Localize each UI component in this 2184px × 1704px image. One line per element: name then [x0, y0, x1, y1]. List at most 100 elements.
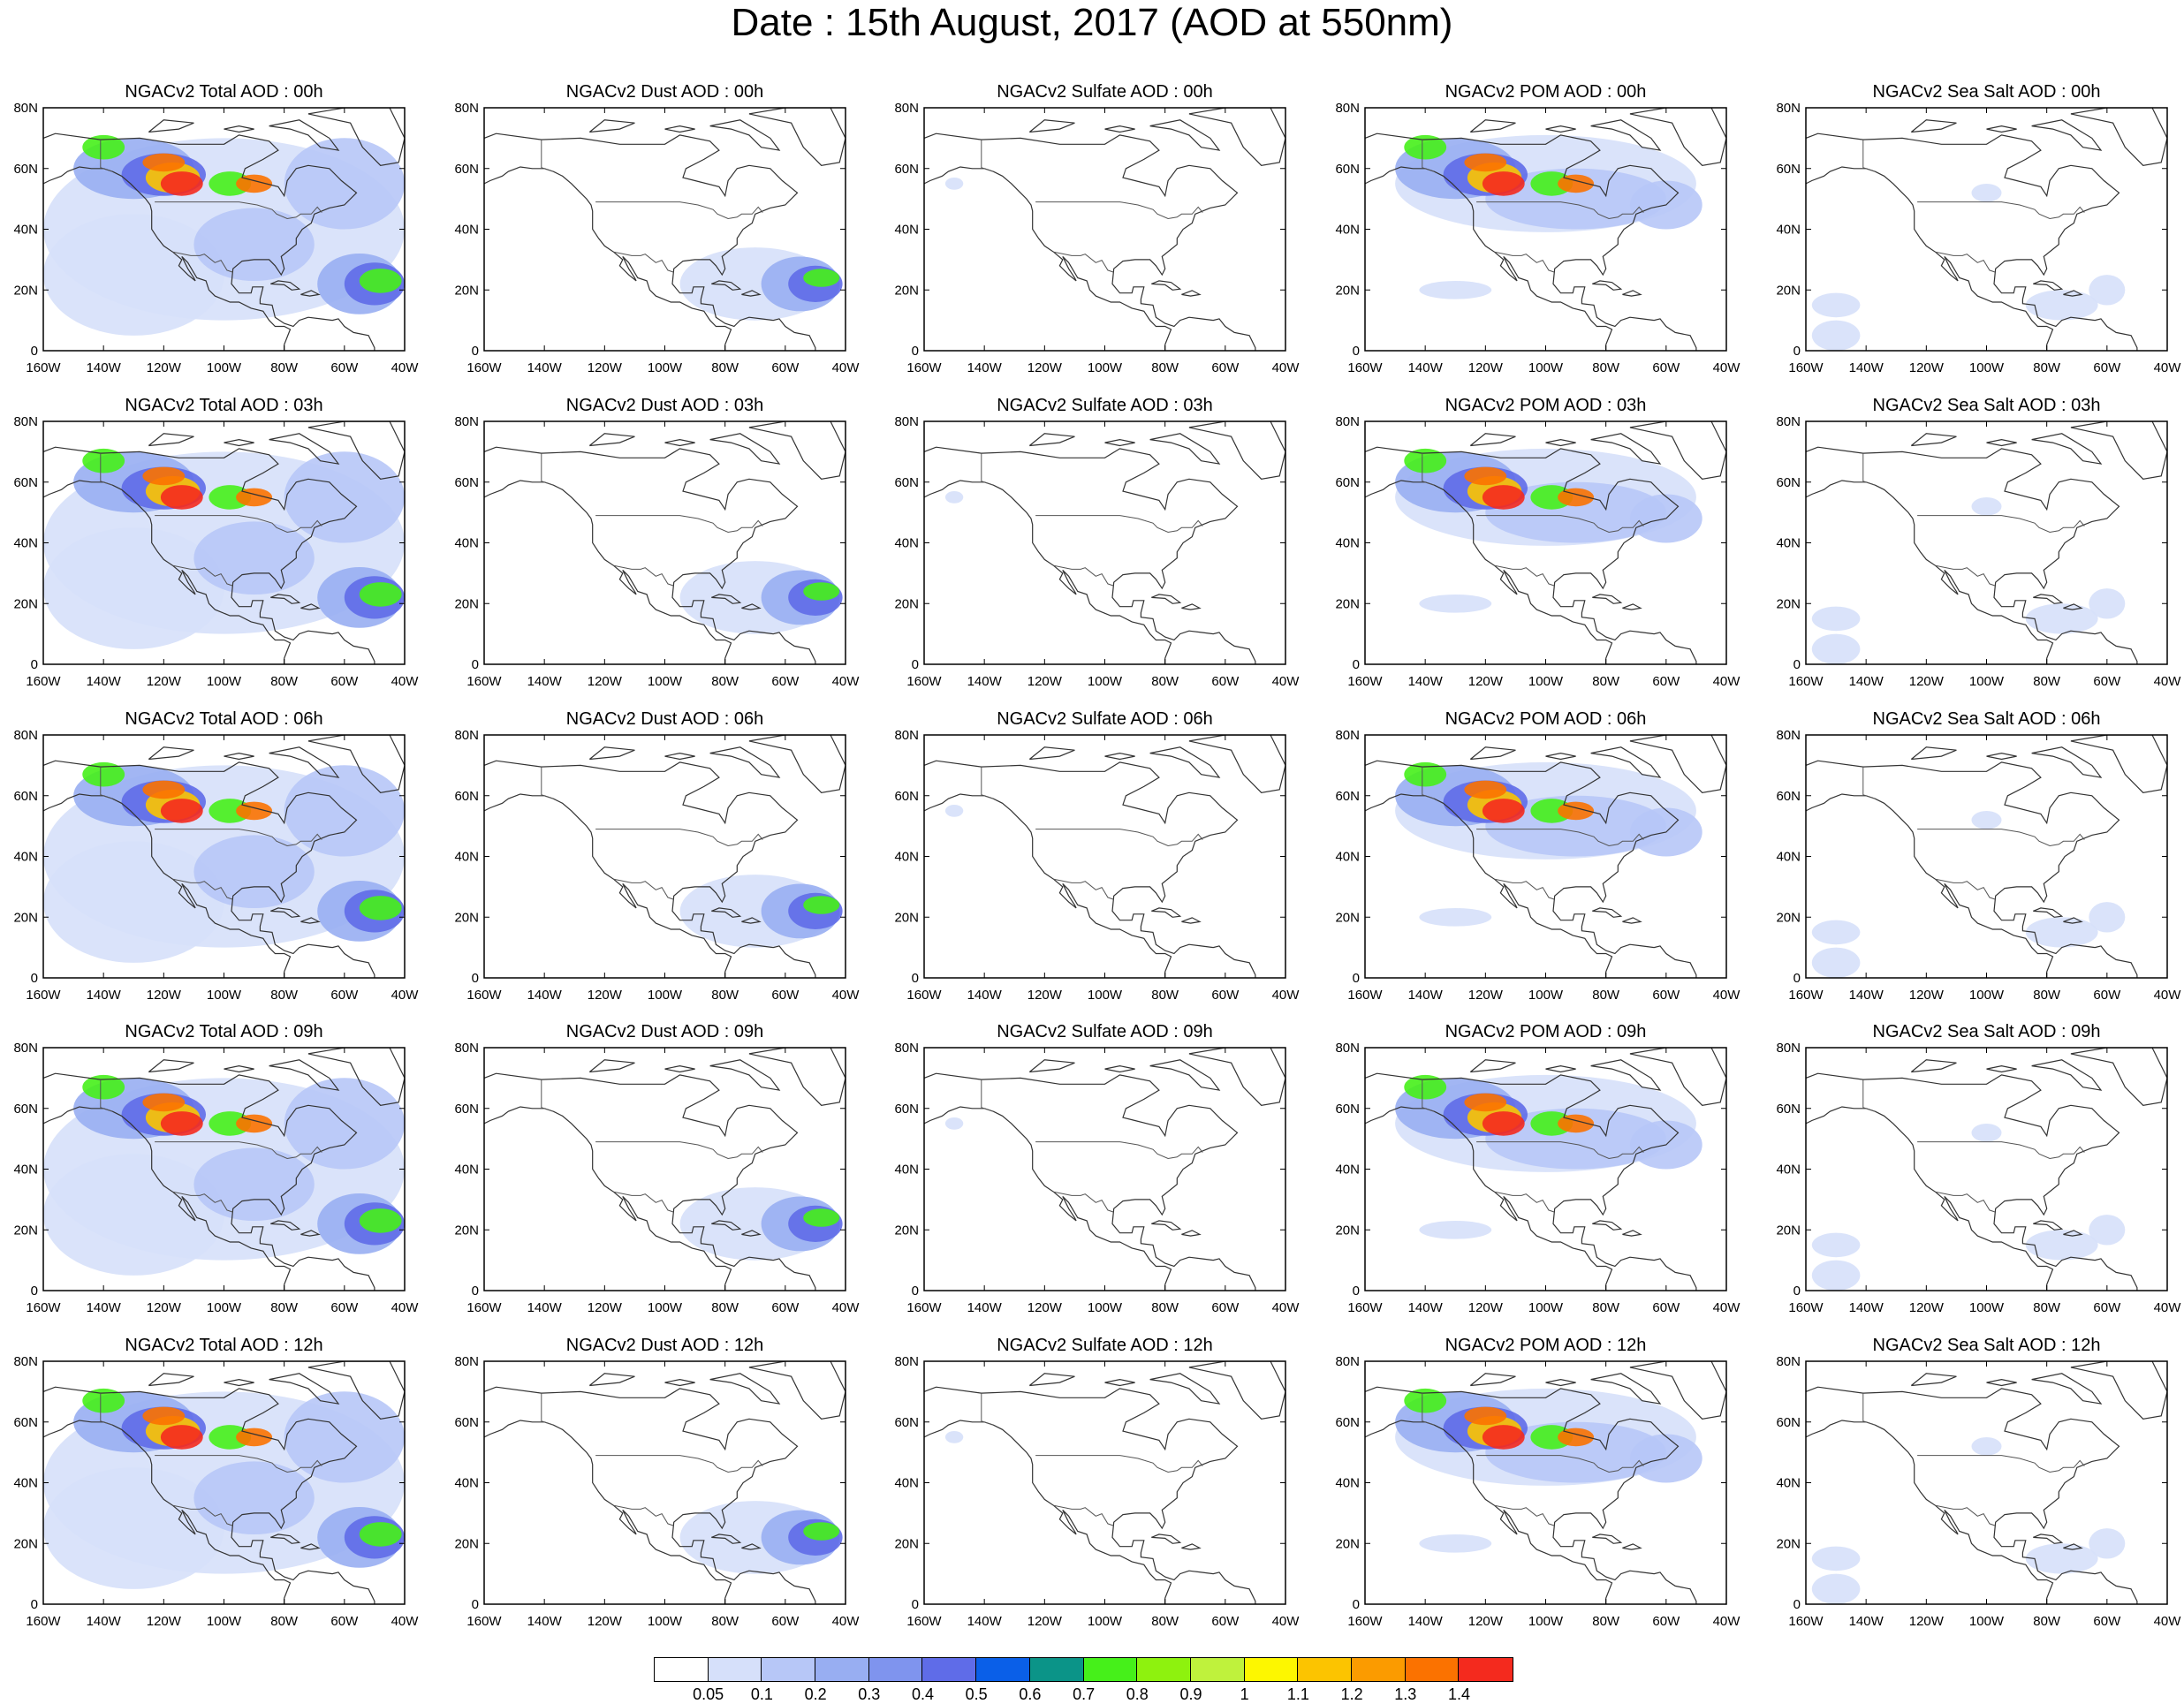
aod-cell: [142, 780, 186, 799]
lon-tick-label: 40W: [1272, 1300, 1301, 1315]
panel-title: NGACv2 Total AOD : 09h: [125, 1022, 322, 1041]
lon-tick-label: 160W: [26, 360, 61, 375]
hispaniola-outline: [2063, 1543, 2083, 1550]
lat-tick-label: 60N: [13, 162, 38, 177]
panel-dust-aod-1: NGACv2 Dust AOD : 03h 80N 60N 40N 20N 0 160W 14…: [454, 396, 860, 689]
arctic-island: [1104, 1378, 1135, 1387]
map-background: [1806, 1048, 2167, 1291]
lon-tick-label: 140W: [1408, 988, 1444, 1003]
lon-tick-label: 60W: [1652, 360, 1680, 375]
panel-sulfate-aod-1: NGACv2 Sulfate AOD : 03h 80N 60N 40N 20N 0 160…: [894, 396, 1300, 689]
lon-tick-label: 160W: [466, 674, 502, 689]
lon-tick-label: 140W: [87, 1300, 122, 1315]
lon-tick-label: 100W: [207, 674, 242, 689]
lat-tick-label: 80N: [13, 728, 38, 743]
aod-field: [1365, 1048, 1726, 1291]
aod-cell: [236, 1114, 273, 1133]
lat-tick-label: 20N: [1776, 1536, 1801, 1551]
lat-tick-label: 80N: [1776, 728, 1801, 743]
lat-tick-label: 40N: [13, 536, 38, 551]
greenland-outline: [2070, 735, 2167, 793]
panel-sea-salt-aod-0: NGACv2 Sea Salt AOD : 00h 80N 60N 40N 20N 016…: [1776, 82, 2181, 375]
lon-tick-label: 40W: [391, 674, 420, 689]
aod-cell: [2025, 1230, 2098, 1261]
aod-cell: [1464, 153, 1507, 172]
aod-cell: [1558, 1428, 1595, 1447]
greenland-outline: [748, 1048, 846, 1106]
arctic-island: [1104, 438, 1135, 447]
arctic-islands-outline: [269, 119, 340, 151]
aod-cell: [803, 896, 840, 914]
lon-tick-label: 80W: [1592, 1300, 1620, 1315]
legend-swatch: [762, 1658, 816, 1681]
lon-tick-label: 80W: [1592, 674, 1620, 689]
map-background: [924, 421, 1285, 664]
lat-tick-label: 0: [472, 1284, 479, 1299]
aod-cell: [1419, 1534, 1492, 1553]
cuba-outline: [1592, 1534, 1623, 1544]
arctic-islands-outline: [1149, 1373, 1221, 1405]
aod-cell: [236, 488, 273, 507]
aod-cell: [1530, 1425, 1574, 1450]
lon-tick-label: 100W: [1088, 674, 1123, 689]
arctic-island: [148, 433, 194, 447]
lon-tick-label: 160W: [1788, 360, 1824, 375]
panel-total-aod-4: NGACv2 Total AOD : 12h 80N 60N 40N 20N 0 160W 1…: [13, 1336, 419, 1629]
us-canada-border: [1917, 1141, 2085, 1160]
arctic-island: [1545, 1064, 1576, 1073]
us-mexico-border: [613, 564, 674, 587]
aod-cell: [1464, 1406, 1507, 1426]
aod-cell: [1530, 171, 1574, 196]
aod-cell: [142, 1406, 186, 1426]
lat-tick-label: 60N: [454, 475, 479, 490]
greenland-outline: [748, 108, 846, 166]
lon-tick-label: 140W: [1849, 360, 1884, 375]
arctic-island: [664, 1378, 695, 1387]
lon-tick-label: 120W: [1909, 988, 1945, 1003]
coastline-east: [484, 133, 816, 351]
coastline-east: [1806, 133, 2138, 351]
aod-cell: [1558, 801, 1595, 821]
panel-pom-aod-2: NGACv2 POM AOD : 06h 80N 60N 40N 20N 0 160W 140…: [1335, 709, 1740, 1003]
arctic-islands-outline: [1590, 119, 1662, 151]
lat-tick-label: 80N: [1335, 414, 1360, 429]
aod-cell: [1558, 1114, 1595, 1133]
lon-tick-label: 140W: [87, 674, 122, 689]
lon-tick-label: 100W: [1088, 360, 1123, 375]
aod-field: [1806, 1361, 2167, 1604]
aod-cell: [43, 841, 224, 963]
panel-sulfate-aod-2: NGACv2 Sulfate AOD : 06h 80N 60N 40N 20N 0 160…: [894, 709, 1300, 1003]
lat-tick-label: 0: [1793, 1597, 1801, 1612]
alaska-border: [981, 453, 994, 486]
us-mexico-border: [1935, 878, 1996, 900]
hispaniola-outline: [1181, 917, 1202, 924]
arctic-island: [1910, 433, 1957, 447]
lon-tick-label: 40W: [391, 1614, 420, 1629]
panel-title: NGACv2 Sulfate AOD : 03h: [997, 396, 1213, 415]
aod-cell: [1811, 1573, 1861, 1604]
lon-tick-label: 100W: [648, 360, 683, 375]
lat-tick-label: 80N: [1335, 1354, 1360, 1369]
legend-label: 0.5: [965, 1685, 988, 1703]
cuba-outline: [2033, 1534, 2064, 1544]
lon-tick-label: 160W: [906, 988, 942, 1003]
legend-swatch: [1459, 1658, 1513, 1681]
us-canada-border: [1476, 1455, 1644, 1473]
lat-tick-label: 0: [472, 344, 479, 359]
coastline-east: [924, 133, 1256, 351]
lon-tick-label: 40W: [2154, 1300, 2182, 1315]
alaska-border: [1862, 1079, 1876, 1112]
panel-pom-aod-1: NGACv2 POM AOD : 03h 80N 60N 40N 20N 0 160W 140…: [1335, 396, 1740, 689]
aod-field: [1806, 1048, 2167, 1291]
alaska-border: [541, 140, 554, 172]
lat-tick-label: 60N: [894, 1102, 919, 1117]
lon-tick-label: 80W: [2033, 360, 2061, 375]
us-canada-border: [1917, 201, 2085, 220]
lon-tick-label: 140W: [87, 988, 122, 1003]
alaska-border: [100, 453, 113, 486]
legend-swatch: [1190, 1658, 1245, 1681]
arctic-island: [1469, 1059, 1516, 1073]
lon-tick-label: 120W: [1028, 988, 1063, 1003]
us-canada-border: [1035, 1141, 1203, 1160]
